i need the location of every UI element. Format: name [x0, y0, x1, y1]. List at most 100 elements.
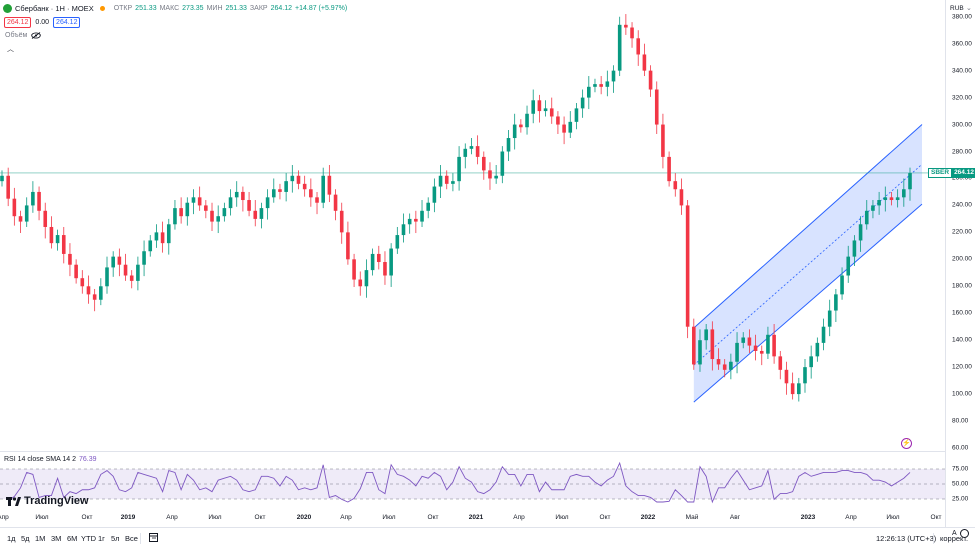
market-status-icon[interactable] [99, 6, 105, 11]
candle-body [222, 208, 227, 217]
time-tick-label: 2021 [468, 514, 484, 521]
candle-body [18, 216, 23, 222]
candle-body [68, 253, 72, 265]
candle-body [265, 197, 270, 209]
toolbar-divider-2 [933, 533, 934, 544]
candle-body [685, 205, 690, 327]
time-tick-label: Апр [845, 514, 857, 521]
price-scale[interactable]: 380.00 360.00 340.00 320.00 300.00 280.00 260.… [945, 0, 975, 512]
pane-divider[interactable] [0, 451, 945, 452]
clock-timezone[interactable]: 12:26:13 (UTC+3) [876, 534, 937, 543]
timeframe-button[interactable]: 6М [67, 534, 78, 543]
time-scale[interactable]: Апр Июл Окт 2019 Апр Июл Окт 2020 Апр Июл Окт 2021 А… [0, 512, 945, 526]
eye-icon[interactable] [31, 32, 42, 39]
timeframe-button[interactable]: Все [125, 534, 138, 543]
rsi-scale[interactable]: 75.00 50.00 25.00 [945, 452, 975, 512]
rsi-line [7, 461, 911, 504]
date-range-icon[interactable] [148, 532, 159, 543]
timeframe-button[interactable]: 1М [35, 534, 46, 543]
candle-body [191, 197, 196, 203]
candle-body [500, 151, 505, 176]
volume-label: Объём [5, 32, 28, 39]
price-tick-label: 240.00 [952, 201, 972, 209]
timeframe-button[interactable]: 1д [7, 534, 16, 543]
collapse-legend-icon[interactable]: ︿ [7, 46, 14, 53]
candle-body [624, 24, 628, 28]
candle-body [593, 84, 597, 87]
candle-body [679, 189, 684, 206]
candle-body [389, 248, 393, 276]
candle-body [24, 205, 29, 222]
time-tick-label: Окт [599, 514, 611, 521]
candle-body [216, 216, 220, 222]
price-tick-label: 180.00 [952, 282, 972, 290]
timeframe-button[interactable]: 5л [111, 534, 120, 543]
bottom-toolbar: 1д 5д 1М 3М 6М YTD 1г 5л Все 12:26:13 (UTC+3) ко… [0, 527, 975, 548]
candle-body [166, 224, 171, 244]
tv-logo-icon [6, 496, 21, 506]
candle-body [37, 191, 41, 211]
candle-body [537, 100, 542, 112]
price-tick-label: 200.00 [952, 255, 972, 263]
candle-body [661, 124, 665, 157]
candle-body [86, 286, 91, 295]
candle-body [278, 189, 282, 192]
alert-lightning-icon[interactable]: ⚡ [901, 438, 912, 449]
candle-body [179, 208, 183, 217]
time-tick-label: Июл [555, 514, 569, 521]
price-tick-label: 80.00 [952, 417, 969, 425]
time-tick-label: Авг [729, 514, 741, 521]
timeframe-button[interactable]: 5д [21, 534, 30, 543]
candle-body [772, 334, 776, 357]
price-tick-label: 380.00 [952, 13, 972, 21]
open-value: 251.33 [135, 5, 157, 12]
candle-body [630, 27, 634, 39]
time-tick-label: Окт [81, 514, 93, 521]
candle-body [481, 156, 486, 171]
chevron-down-icon[interactable]: ⌄ [966, 5, 972, 12]
candle-body [729, 361, 733, 370]
tradingview-logo[interactable]: TradingView [6, 495, 89, 507]
brand-name: TradingView [24, 495, 89, 507]
price-tick-label: 60.00 [952, 444, 969, 452]
price-tick-label: 320.00 [952, 94, 972, 102]
candle-body [457, 156, 461, 182]
buy-price-button[interactable]: 264.12 [53, 17, 81, 28]
time-tick-label: 2023 [800, 514, 816, 521]
candle-body [136, 264, 140, 281]
adjust-button[interactable]: коррект. [940, 534, 969, 543]
price-tick-label: 360.00 [952, 40, 972, 48]
candle-body [197, 197, 202, 206]
candle-body [80, 278, 85, 287]
candle-body [747, 337, 752, 346]
candle-body [902, 189, 906, 198]
time-tick-label: Июл [382, 514, 396, 521]
candle-body [469, 146, 474, 149]
candle-body [12, 198, 17, 217]
candle-body [296, 175, 301, 184]
candle-body [506, 138, 511, 152]
settings-icon[interactable] [960, 529, 969, 538]
price-chart[interactable] [0, 0, 945, 452]
price-scale-border [945, 0, 946, 527]
timeframe-button[interactable]: YTD [81, 534, 96, 543]
timeframe-button[interactable]: 3М [51, 534, 62, 543]
timeframe-button[interactable]: 1г [98, 534, 105, 543]
candle-body [49, 226, 54, 244]
candle-body [654, 89, 659, 125]
candle-body [364, 270, 369, 287]
rsi-pane[interactable] [0, 452, 945, 512]
candle-body [61, 235, 66, 254]
currency-selector[interactable]: RUB [950, 5, 964, 12]
candle-body [673, 181, 678, 190]
rsi-legend[interactable]: RSI 14 close SMA 14 2 76.39 [4, 456, 97, 463]
candle-body [895, 197, 900, 201]
candle-body [692, 326, 696, 365]
time-tick-label: Апр [340, 514, 352, 521]
sell-price-button[interactable]: 264.12 [4, 17, 32, 28]
symbol-legend[interactable]: Сбербанк · 1Н · MOEX ОТКР 251.33 МАКС 27… [3, 4, 347, 13]
rsi-tick-label: 75.00 [952, 465, 969, 473]
auto-scale-button[interactable]: A [952, 530, 957, 537]
symbol-title[interactable]: Сбербанк · 1Н · MOEX [15, 4, 94, 13]
candle-body [858, 224, 863, 241]
